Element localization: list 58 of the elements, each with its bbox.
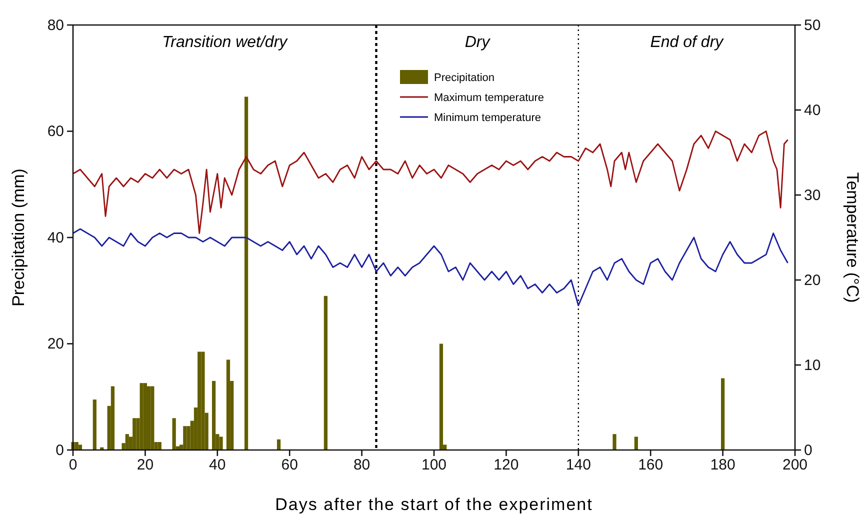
bar <box>226 360 230 450</box>
bar <box>634 436 638 450</box>
y2-tick-label: 10 <box>804 356 821 374</box>
bar <box>612 434 616 450</box>
bar <box>92 400 96 450</box>
bar <box>125 434 129 450</box>
y-tick-label: 40 <box>47 229 64 246</box>
x-tick-label: 60 <box>281 456 298 474</box>
y2-tick-label: 50 <box>804 16 821 34</box>
x-tick-label: 100 <box>421 456 447 474</box>
bar <box>132 418 136 450</box>
y-tick-label: 60 <box>47 123 64 140</box>
annotation: Dry <box>464 34 491 51</box>
line-series <box>72 228 788 306</box>
legend-label: Minimum temperature <box>434 112 541 124</box>
y2-tick-label: 40 <box>804 102 821 119</box>
y-tick-label: 80 <box>47 16 64 34</box>
y-axis-title: Precipitation (mm) <box>9 168 28 306</box>
y2-tick-label: 20 <box>804 272 821 289</box>
y2-tick-label: 30 <box>804 186 821 204</box>
y2-tick-label: 0 <box>804 442 812 459</box>
x-tick-label: 140 <box>566 456 591 474</box>
x-tick-label: 80 <box>353 456 370 474</box>
line-series <box>72 130 788 234</box>
bar <box>324 296 328 450</box>
bar <box>201 352 205 450</box>
bar <box>183 426 187 450</box>
bar <box>212 380 216 450</box>
x-tick-label: 180 <box>710 456 736 474</box>
y-tick-label: 20 <box>47 336 64 353</box>
x-tick-label: 20 <box>136 456 154 474</box>
annotation: Transition wet/dry <box>162 34 288 51</box>
x-tick-label: 160 <box>638 456 664 474</box>
bar <box>198 352 202 450</box>
x-axis-title: Days after the start of the experiment <box>275 495 593 514</box>
bar <box>172 418 176 450</box>
bar <box>147 386 151 450</box>
legend-label: Maximum temperature <box>434 92 544 104</box>
x-tick-label: 200 <box>782 456 808 474</box>
bar <box>78 444 82 450</box>
bar <box>150 386 154 450</box>
bar <box>158 442 162 450</box>
bar <box>720 378 725 450</box>
x-tick-label: 120 <box>494 456 519 474</box>
y2-axis-title: Temperature (°C) <box>843 172 862 303</box>
bar <box>110 386 115 450</box>
bar <box>74 442 78 450</box>
annotation: End of dry <box>650 34 724 51</box>
bar <box>140 383 144 450</box>
bar <box>276 439 281 450</box>
bar <box>219 436 223 450</box>
legend-label: Precipitation <box>434 72 495 84</box>
x-tick-label: 0 <box>68 456 78 474</box>
y-tick-label: 0 <box>56 442 64 459</box>
bar <box>143 383 148 450</box>
bar <box>244 96 248 450</box>
x-tick-label: 40 <box>209 456 226 474</box>
bar <box>439 344 444 450</box>
